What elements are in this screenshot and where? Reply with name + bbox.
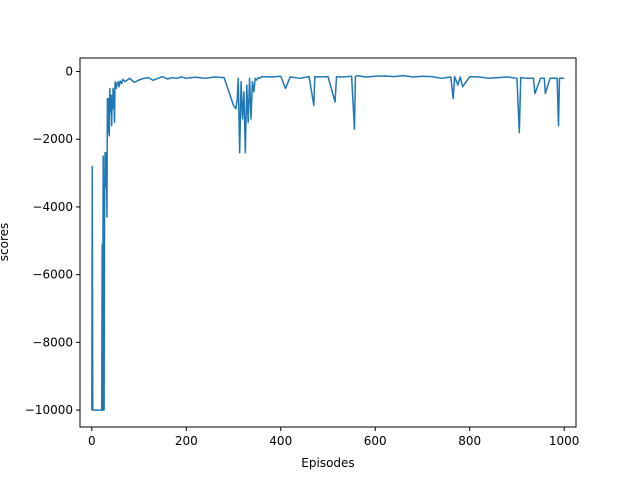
y-tick-label: −6000 xyxy=(32,268,73,282)
axes-frame xyxy=(79,57,577,428)
x-axis-label: Episodes xyxy=(301,456,354,470)
y-axis-ticks: 0 −2000 −4000 −6000 −8000 −10000 xyxy=(25,65,80,417)
x-tick-label: 0 xyxy=(88,434,96,448)
y-tick-label: −10000 xyxy=(25,403,73,417)
y-axis-label: scores xyxy=(0,223,11,262)
x-tick-label: 600 xyxy=(364,434,387,448)
series-line xyxy=(91,74,565,411)
plot-area xyxy=(91,74,565,411)
y-tick-label: −4000 xyxy=(32,200,73,214)
x-tick-label: 800 xyxy=(458,434,481,448)
x-tick-label: 1000 xyxy=(549,434,580,448)
x-tick-label: 200 xyxy=(175,434,198,448)
y-tick-label: −8000 xyxy=(32,335,73,349)
x-axis-ticks: 0 200 400 600 800 1000 xyxy=(88,427,579,448)
y-tick-label: 0 xyxy=(65,65,73,79)
x-tick-label: 400 xyxy=(269,434,292,448)
y-tick-label: −2000 xyxy=(32,132,73,146)
